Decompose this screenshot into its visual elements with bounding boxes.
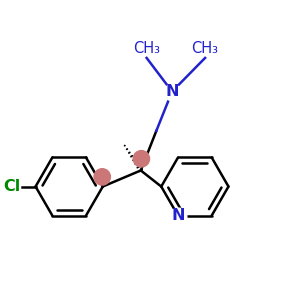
Circle shape: [133, 151, 150, 167]
Text: CH₃: CH₃: [133, 41, 160, 56]
Text: N: N: [165, 84, 179, 99]
Text: Cl: Cl: [4, 179, 21, 194]
Text: CH₃: CH₃: [192, 41, 219, 56]
Circle shape: [94, 169, 110, 185]
Text: N: N: [171, 208, 185, 223]
